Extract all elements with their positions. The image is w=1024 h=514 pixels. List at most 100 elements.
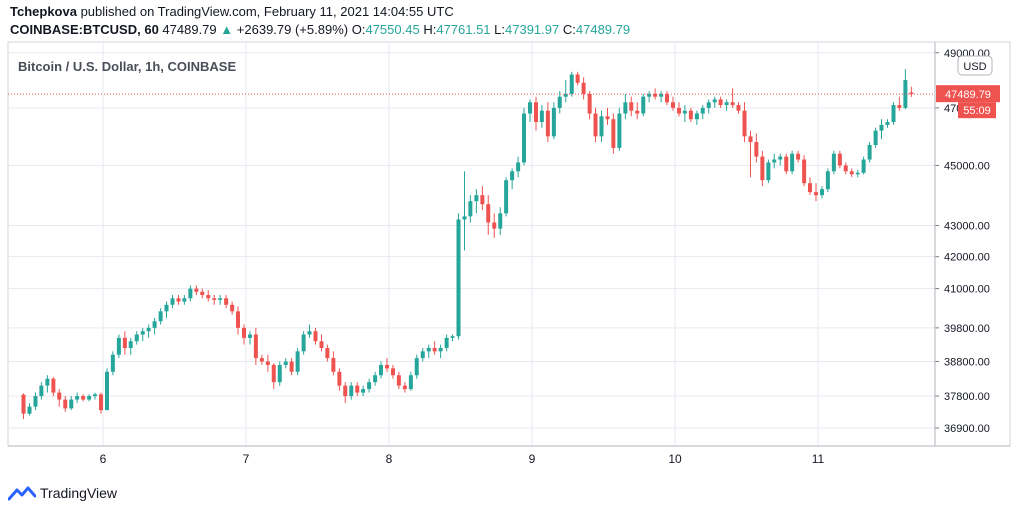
candle-body [176, 298, 181, 302]
x-tick-label: 6 [100, 452, 107, 466]
candle-body [635, 110, 640, 114]
candle-body [575, 74, 580, 83]
candle-body [664, 93, 669, 103]
candle-body [164, 304, 169, 312]
candle-body [504, 180, 509, 214]
candle-body [813, 192, 818, 196]
countdown-label: 55:09 [963, 105, 991, 117]
close-label: C: [562, 22, 576, 37]
author-name[interactable]: Tchepkova [10, 4, 77, 19]
candle-body [563, 93, 568, 97]
candle-body [444, 337, 449, 348]
candle-body [337, 371, 342, 386]
low-value: 47391.97 [505, 22, 560, 37]
last-price-label: 47489.79 [945, 89, 991, 101]
candle-body [373, 375, 378, 383]
candle-body [378, 364, 383, 376]
x-tick-label: 7 [243, 452, 250, 466]
candle-body [807, 183, 812, 193]
candle-body [128, 341, 133, 348]
candle-body [670, 102, 675, 108]
candle-body [39, 385, 44, 397]
candle-body [230, 304, 235, 312]
candle-body [873, 130, 878, 145]
last-price-tag [936, 85, 1000, 103]
y-tick-label: 42000.00 [944, 252, 990, 264]
candle-body [766, 162, 771, 181]
candle-body [307, 331, 312, 335]
candle-body [730, 102, 735, 106]
candle-body [492, 222, 497, 229]
candle-body [152, 321, 157, 328]
price-change: +2639.79 (+5.89%) [236, 22, 349, 37]
candle-body [796, 153, 801, 160]
candle-body [200, 291, 205, 296]
candle-body [170, 298, 175, 305]
candle-body [432, 347, 437, 352]
candle-body [474, 195, 479, 202]
candle-body [825, 171, 830, 190]
candle-body [253, 334, 258, 359]
countdown-tag [958, 102, 996, 119]
candle-body [784, 156, 789, 172]
candle-body [450, 336, 455, 338]
candle-body [891, 105, 896, 123]
y-tick-label: 39800.00 [944, 323, 990, 335]
candle-body [325, 347, 330, 359]
candle-body [879, 124, 884, 131]
candle-body [790, 153, 795, 172]
candle-body [748, 136, 753, 143]
candle-body [21, 394, 26, 414]
candle-body [391, 368, 396, 376]
candle-body [188, 288, 193, 299]
candle-body [647, 93, 652, 97]
candle-body [265, 361, 270, 365]
candle-body [283, 361, 288, 365]
candle-body [742, 110, 747, 137]
candle-body [194, 288, 199, 292]
candle-body [45, 378, 50, 386]
y-tick-label: 41000.00 [944, 284, 990, 296]
candle-body [92, 394, 97, 397]
candle-body [289, 361, 294, 372]
high-label: H: [423, 22, 437, 37]
candle-body [367, 382, 372, 390]
candle-body [629, 102, 634, 111]
x-tick-label: 8 [386, 452, 393, 466]
candle-body [313, 331, 318, 342]
tradingview-logo[interactable]: TradingView [8, 485, 117, 501]
candle-body [736, 105, 741, 111]
candle-body [122, 337, 127, 348]
candle-body [677, 107, 682, 114]
candle-body [855, 172, 860, 175]
candle-body [355, 385, 360, 393]
candle-body [724, 102, 729, 106]
candle-body [486, 204, 491, 223]
candle-body [617, 113, 622, 148]
candle-body [146, 327, 151, 332]
candle-body [248, 334, 253, 338]
candle-body [897, 105, 902, 108]
candle-body [551, 107, 556, 137]
symbol-label: COINBASE:BTCUSD, 60 [10, 22, 159, 37]
candle-body [534, 102, 539, 123]
candle-body [712, 99, 717, 103]
candle-body [843, 165, 848, 172]
candle-body [462, 216, 467, 220]
candle-body [361, 389, 366, 393]
candle-body [653, 93, 658, 97]
currency-box[interactable] [957, 55, 993, 76]
candle-body [212, 298, 217, 300]
candle-body [837, 153, 842, 166]
candle-body [778, 156, 783, 160]
candle-body [539, 110, 544, 123]
candle-body [87, 396, 92, 400]
candle-body [688, 110, 693, 120]
candle-body [98, 394, 103, 411]
candle-body [867, 144, 872, 160]
last-price: 47489.79 [162, 22, 217, 37]
candle-body [75, 396, 80, 400]
candle-body [820, 189, 825, 196]
candle-body [694, 113, 699, 120]
